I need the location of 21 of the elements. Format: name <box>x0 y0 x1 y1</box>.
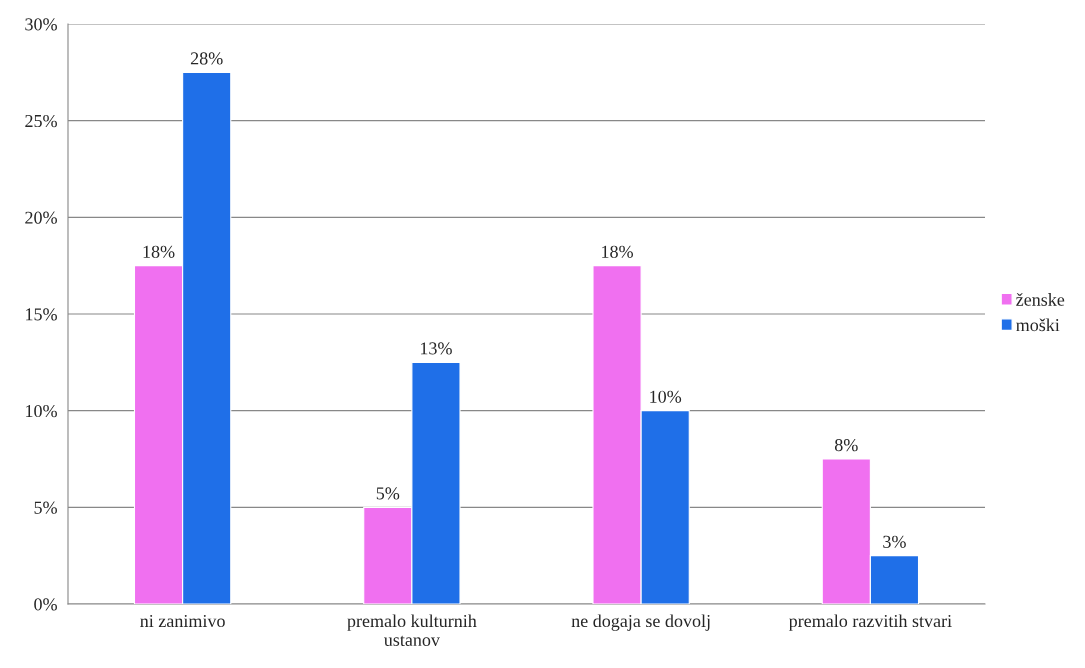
x-tick-label: ni zanimivo <box>140 614 225 628</box>
y-tick-label: 0% <box>34 598 57 611</box>
x-tick-label: ne dogaja se dovolj <box>571 614 710 631</box>
data-label: 28% <box>190 52 223 65</box>
x-tick-label: premalo razvitih stvari <box>788 614 952 631</box>
data-label: 8% <box>834 438 858 452</box>
y-tick-label: 20% <box>25 211 57 224</box>
data-label: 10% <box>650 390 682 403</box>
data-label: 3% <box>883 535 906 548</box>
data-label: 5% <box>376 487 400 500</box>
data-label: 13% <box>420 342 452 355</box>
y-tick-label: 15% <box>26 308 57 321</box>
y-tick-label: 5% <box>34 501 57 514</box>
y-tick-label: 25% <box>25 114 57 128</box>
legend-label: ženske <box>1016 293 1065 306</box>
y-tick-label: 30% <box>25 18 57 31</box>
data-label: 18% <box>143 245 175 258</box>
legend-label: moški <box>1016 318 1060 332</box>
x-tick-label: premalo kulturnih ustanov <box>347 614 477 646</box>
y-tick-label: 10% <box>26 404 57 418</box>
data-label: 18% <box>602 245 633 258</box>
